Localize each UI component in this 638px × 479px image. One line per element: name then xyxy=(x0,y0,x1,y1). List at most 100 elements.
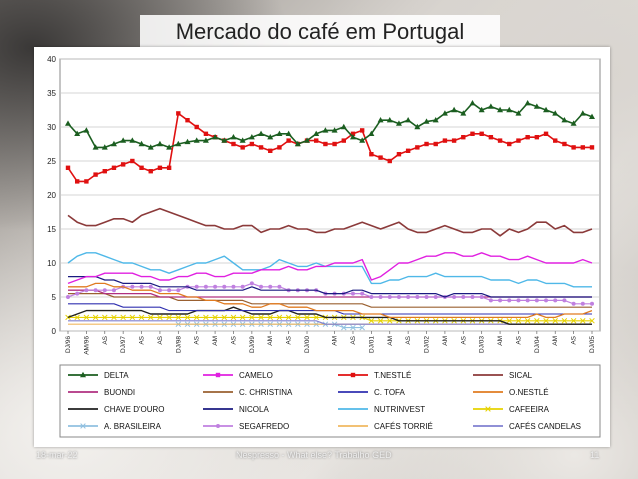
series-point-delta xyxy=(368,130,375,136)
series-line-nutrinvest xyxy=(67,252,592,288)
series-point-cafeeira xyxy=(138,314,145,321)
x-tick-label: AM xyxy=(552,336,559,346)
series-point-t-nestl xyxy=(378,155,383,160)
series-point-cafeeira xyxy=(515,318,522,324)
series-point-t-nestl xyxy=(176,111,181,116)
series-point-cafeeira-stroke xyxy=(74,314,80,321)
series-point-delta xyxy=(570,120,577,126)
legend-item-a-brasileira: A. BRASILEIRA xyxy=(68,422,162,431)
series-c-christina xyxy=(68,293,592,308)
series-point-cafeeira-stroke xyxy=(580,318,586,324)
series-point-t-nestl xyxy=(553,138,558,143)
legend-label: O.NESTLÉ xyxy=(509,388,549,397)
legend-label: CAMELO xyxy=(239,371,273,380)
series-point-delta xyxy=(184,138,191,145)
series-point-cafeeira-stroke xyxy=(120,314,126,321)
series-point-delta xyxy=(65,120,71,126)
series-point-cafeeira xyxy=(230,314,237,321)
series-point-delta xyxy=(322,127,329,133)
series-point-t-nestl xyxy=(562,141,567,147)
series-point-cafeeira xyxy=(92,314,99,321)
series-point-t-nestl xyxy=(589,145,595,150)
chart-legend: DELTA CAMELO T.NESTLÉ SICAL BUONDI C. CHRISTI… xyxy=(59,364,601,438)
series-point-segafredo xyxy=(470,295,475,299)
series-point-t-nestl xyxy=(185,118,190,123)
series-point-segafredo xyxy=(433,295,438,299)
series-point-cafeeira-stroke xyxy=(92,314,99,321)
legend-label: DELTA xyxy=(104,371,129,380)
series-point-cafeeira xyxy=(524,318,531,324)
series-point-delta xyxy=(543,106,550,113)
series-point-cafeeira xyxy=(249,314,255,321)
series-point-segafredo xyxy=(203,284,208,289)
series-point-t-nestl xyxy=(65,165,71,170)
series-point-cafeeira-stroke xyxy=(129,314,136,321)
series-point-segafredo xyxy=(378,295,383,299)
series-point-segafredo xyxy=(130,284,135,289)
series-point-delta xyxy=(414,123,421,130)
series-point-cafeeira-stroke xyxy=(552,318,558,324)
series-point-delta xyxy=(441,110,448,116)
series-point-delta xyxy=(432,117,439,123)
x-tick-label: AS xyxy=(515,335,522,344)
series-point-cafeeira-stroke xyxy=(368,318,375,324)
legend-marker xyxy=(80,371,86,378)
legend-item-delta: DELTA xyxy=(68,371,129,380)
slide-title-box: Mercado do café em Portugal xyxy=(140,15,500,49)
series-point-cafeeira xyxy=(147,314,154,321)
series-point-cafeeira-stroke xyxy=(295,314,301,321)
series-point-t-nestl xyxy=(580,145,586,150)
legend-item-segafredo: SEGAFREDO xyxy=(203,422,289,431)
legend-label: A. BRASILEIRA xyxy=(104,422,162,431)
series-point-t-nestl xyxy=(249,141,255,147)
series-point-cafeeira xyxy=(83,314,90,321)
series-line-caf-s-candelas xyxy=(68,320,592,325)
legend-item-buondi: BUONDI xyxy=(68,388,135,397)
x-tick-label: AS xyxy=(460,335,467,344)
series-point-cafeeira xyxy=(543,318,549,324)
series-point-cafeeira-stroke xyxy=(212,314,218,321)
series-point-segafredo xyxy=(157,288,162,293)
legend-marker xyxy=(350,372,356,378)
series-point-cafeeira-stroke xyxy=(83,314,90,321)
x-tick-label: AS xyxy=(286,335,293,344)
legend-item-camelo: CAMELO xyxy=(203,371,273,380)
series-point-segafredo xyxy=(139,284,144,289)
series-point-t-nestl xyxy=(93,172,98,177)
series-point-cafeeira-stroke xyxy=(515,318,522,324)
series-point-t-nestl xyxy=(240,145,245,150)
series-point-delta xyxy=(386,117,393,123)
legend-marker xyxy=(216,424,220,428)
series-o-nestl xyxy=(68,282,593,319)
series-point-t-nestl xyxy=(359,128,365,133)
series-point-t-nestl xyxy=(139,165,144,170)
series-point-segafredo xyxy=(111,288,116,293)
series-point-segafredo xyxy=(213,284,218,289)
series-point-segafredo xyxy=(396,295,401,299)
series-point-t-nestl xyxy=(497,138,503,143)
series-point-segafredo xyxy=(387,295,392,299)
series-point-delta xyxy=(579,110,586,116)
series-point-segafredo xyxy=(84,288,89,293)
legend-marker xyxy=(485,406,491,412)
series-point-delta xyxy=(120,137,127,143)
series-point-cafeeira xyxy=(387,318,393,324)
series-point-cafeeira xyxy=(534,318,540,324)
series-point-cafeeira-stroke xyxy=(166,314,172,321)
series-line-sical xyxy=(67,207,593,237)
x-tick-label: DJ/03 xyxy=(479,336,486,353)
series-point-a-brasileira xyxy=(350,324,356,331)
series-point-cafeeira xyxy=(295,314,301,321)
series-point-segafredo xyxy=(461,295,466,299)
series-line-t-nestl xyxy=(67,112,592,183)
series-point-segafredo xyxy=(562,298,567,303)
series-point-t-nestl xyxy=(350,131,356,136)
series-point-segafredo xyxy=(268,284,273,289)
series-point-segafredo xyxy=(222,284,227,289)
x-tick-label: AS xyxy=(102,335,109,344)
series-point-a-brasileira xyxy=(359,324,365,331)
y-tick-label: 35 xyxy=(47,89,56,98)
series-point-a-brasileira xyxy=(341,324,347,331)
series-point-delta xyxy=(248,134,255,140)
series-point-t-nestl xyxy=(424,141,429,147)
